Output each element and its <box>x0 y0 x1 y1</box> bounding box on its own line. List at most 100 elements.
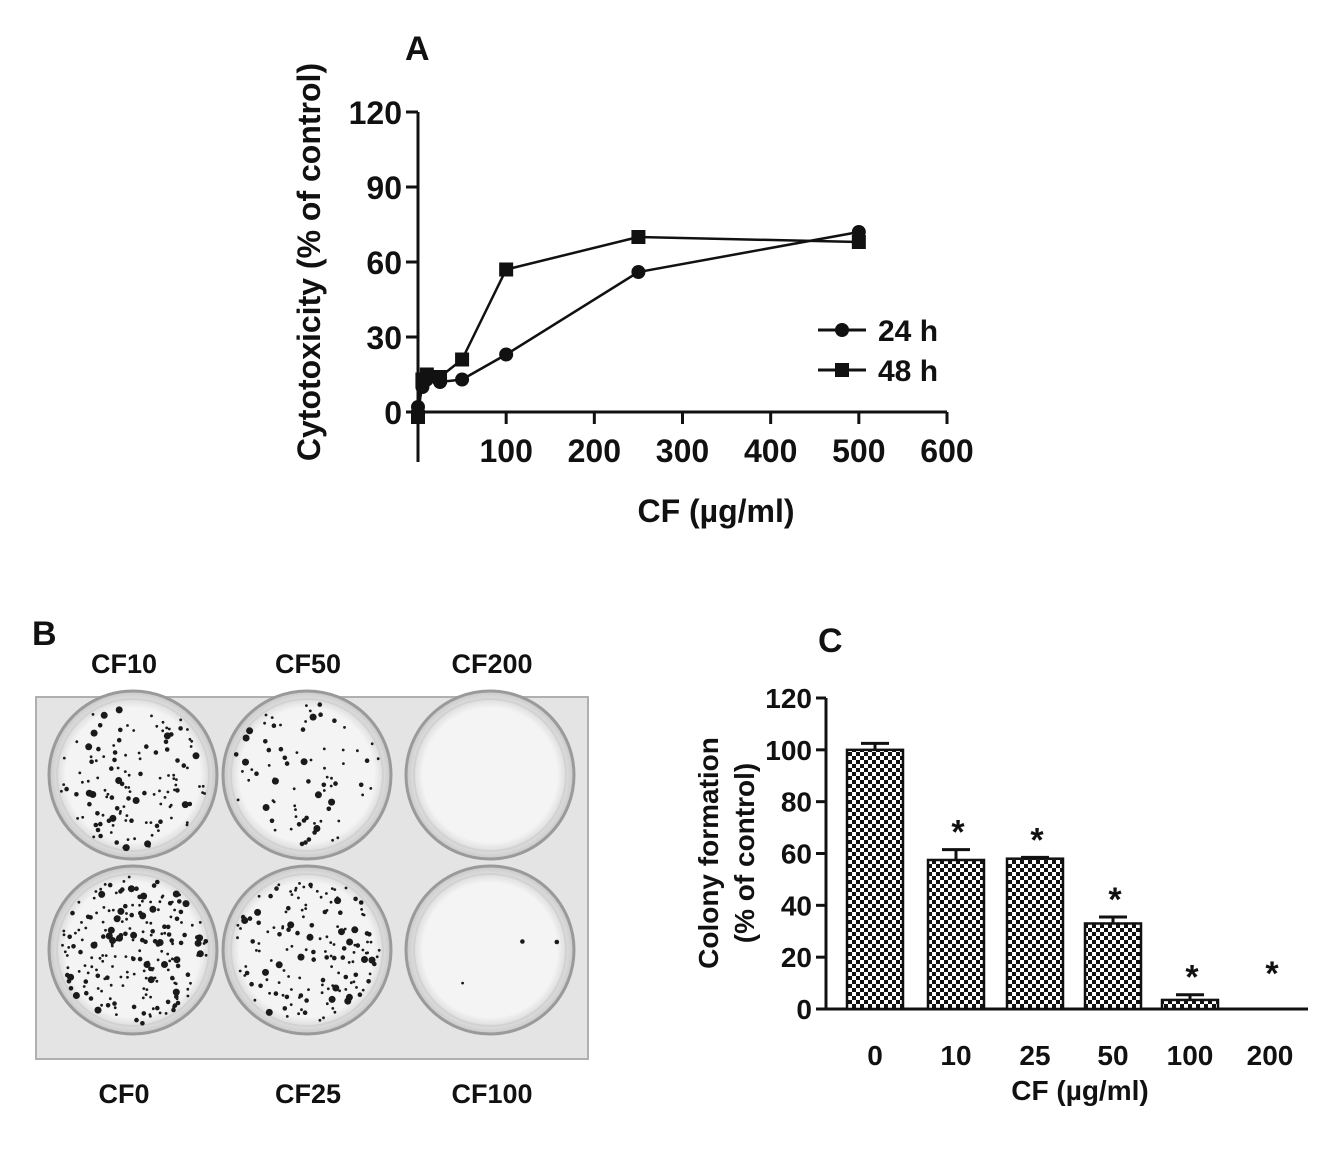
colony-dot <box>147 976 155 984</box>
colony-dot <box>304 903 308 907</box>
colony-dot <box>249 981 254 987</box>
colony-dot <box>281 926 284 930</box>
colony-dot <box>141 899 144 903</box>
colony-dot <box>284 761 290 766</box>
colony-dot <box>320 977 326 983</box>
colony-dot <box>163 931 167 935</box>
colony-dot <box>76 817 79 820</box>
colony-dot <box>155 1005 160 1011</box>
chart-c-y-axis-label-line1: Colony formation <box>693 737 724 969</box>
colony-dot <box>96 776 100 780</box>
colony-dot <box>242 758 249 766</box>
colony-dot <box>195 935 200 940</box>
colony-dot <box>344 886 348 890</box>
colony-dot <box>141 1011 147 1016</box>
colony-dot <box>325 775 329 779</box>
colony-dot <box>104 928 107 932</box>
colony-dot <box>106 792 110 796</box>
colony-formation-bar-chart: 0 20 40 60 80 100 120 * * * * * 0 10 25 50 100 200 CF (… <box>693 683 1308 1106</box>
colony-dot <box>151 883 157 888</box>
colony-dot <box>138 903 142 907</box>
colony-dot <box>89 755 93 759</box>
colony-dot <box>300 1008 303 1012</box>
chart-c-x-tick-label: 200 <box>1247 1040 1294 1071</box>
colony-dot <box>293 804 297 808</box>
colony-dot <box>105 1003 111 1008</box>
colony-dot <box>286 927 291 932</box>
chart-a-x-axis-label: CF (µg/ml) <box>637 493 794 529</box>
chart-a-point <box>433 370 448 384</box>
colony-dot <box>115 777 123 784</box>
colony-dot <box>94 1006 102 1014</box>
colony-dot <box>369 940 373 944</box>
colony-dot <box>115 706 123 714</box>
chart-a-point <box>499 347 514 362</box>
plate-well-rim <box>230 873 384 1027</box>
colony-dot <box>311 949 316 955</box>
colony-dot <box>178 726 183 731</box>
colony-dot <box>201 791 205 794</box>
colony-dot <box>258 983 263 989</box>
plate-label-bottom: CF0 <box>98 1079 149 1109</box>
colony-dot <box>169 803 173 807</box>
colony-dot <box>158 789 161 793</box>
chart-c-significance-star: * <box>1265 955 1279 993</box>
colony-dot <box>149 821 153 824</box>
colony-dot <box>172 1007 176 1011</box>
colony-dot <box>305 704 308 707</box>
chart-c-y-tick-label: 40 <box>781 890 812 921</box>
colony-dot <box>182 900 190 908</box>
plate-well-rim <box>56 873 210 1027</box>
chart-a-y-axis-label: Cytotoxicity (% of control) <box>291 63 327 461</box>
colony-dot <box>308 709 312 713</box>
colony-dot <box>90 956 94 960</box>
chart-c-bars: * * * * * <box>845 741 1279 1011</box>
colony-dot <box>61 943 64 947</box>
colony-dot <box>304 907 308 910</box>
colony-dot <box>274 886 279 891</box>
colony-dot <box>351 960 355 964</box>
colony-dot <box>269 818 275 824</box>
colony-dot <box>328 995 336 1003</box>
colony-dot <box>131 1004 137 1010</box>
colony-dot <box>332 984 340 992</box>
colony-dot <box>149 933 153 937</box>
colony-dot <box>284 910 288 914</box>
colony-dot <box>250 768 254 771</box>
colony-dot <box>84 926 88 930</box>
colony-dot <box>287 921 295 929</box>
colony-dot <box>329 941 333 944</box>
colony-dot <box>90 729 98 737</box>
chart-a-legend-marker <box>835 323 849 337</box>
colony-dot <box>62 933 66 937</box>
chart-a-point <box>631 230 646 244</box>
colony-dot <box>330 965 333 968</box>
colony-dot <box>289 1003 293 1006</box>
colony-dot <box>101 934 106 939</box>
colony-dot <box>118 727 123 733</box>
colony-dot <box>309 758 313 762</box>
colony-dot <box>242 734 250 742</box>
colony-dot <box>294 815 298 818</box>
colony-dot <box>304 948 308 952</box>
colony-dot <box>123 770 127 773</box>
colony-dot <box>167 774 170 777</box>
colony-dot <box>98 821 103 827</box>
colony-dot <box>124 753 127 757</box>
chart-a-x-tick-label: 100 <box>479 433 532 469</box>
colony-dot <box>272 777 276 781</box>
colony-dot <box>172 988 180 996</box>
colony-dot <box>105 795 109 799</box>
colony-dot <box>298 993 304 998</box>
chart-a-y-tick-label: 120 <box>349 95 402 131</box>
colony-dot <box>181 763 187 768</box>
colony-dot <box>175 758 180 763</box>
colony-dot <box>113 915 121 923</box>
chart-c-x-tick-label: 25 <box>1019 1040 1050 1071</box>
colony-dot <box>294 886 298 890</box>
colony-dot <box>126 796 131 801</box>
colony-dot <box>173 956 181 964</box>
colony-dot <box>311 957 317 962</box>
colony-dot <box>161 720 165 724</box>
colony-dot <box>331 838 334 842</box>
